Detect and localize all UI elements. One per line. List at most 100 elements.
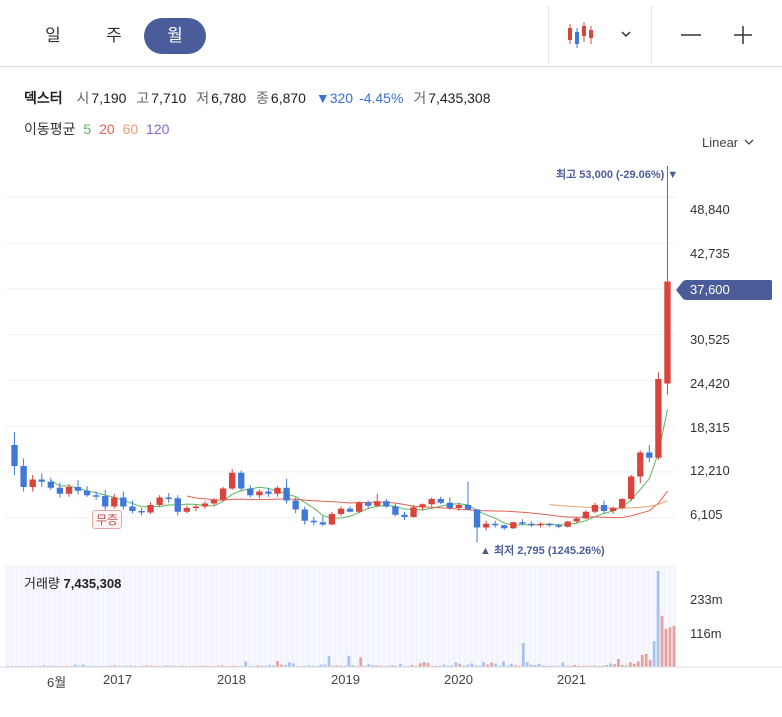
volume-bar: [196, 665, 200, 667]
tab-month[interactable]: 월: [144, 18, 206, 54]
low-key: 저: [196, 90, 210, 106]
volume-bar: [557, 665, 561, 667]
volume-bar: [498, 665, 501, 667]
candle-body: [491, 523, 499, 526]
volume-bar: [264, 665, 267, 667]
volume-bar: [601, 665, 604, 667]
volume-bar: [648, 659, 652, 667]
candle-body: [210, 499, 218, 504]
volume-bar: [525, 662, 529, 667]
volume-bar: [537, 663, 541, 667]
candlestick-chart-icon[interactable]: [566, 20, 600, 50]
max-price-note: 최고 53,000 (-29.06%) ▼: [556, 169, 679, 181]
volume-bar: [331, 665, 335, 667]
x-tick-label: 2017: [103, 672, 132, 687]
volume-bar: [121, 665, 125, 667]
volume-bar: [605, 665, 608, 667]
candle-body: [102, 496, 109, 507]
min-price-note: ▲ 최저 2,795 (1245.26%): [480, 545, 605, 557]
candle-body: [247, 488, 254, 496]
candle-body: [47, 481, 54, 488]
candle-body: [374, 501, 381, 506]
candle-body: [283, 487, 290, 501]
current-price: 37,600: [690, 282, 730, 297]
candle-body: [274, 487, 281, 494]
tab-week[interactable]: 주: [106, 26, 122, 45]
candle-body: [519, 522, 526, 524]
volume-bar: [573, 665, 577, 667]
volume-bar: [42, 665, 45, 667]
volume-bar: [422, 662, 426, 667]
volume-bar: [652, 641, 656, 667]
volume-bar: [502, 661, 505, 667]
volume-bar: [371, 665, 375, 667]
candle-body: [591, 505, 599, 512]
volume-bar: [624, 665, 628, 667]
volume-bar: [589, 665, 593, 667]
candle-body: [618, 499, 626, 508]
candle-body: [564, 521, 571, 527]
candle-body: [428, 499, 435, 505]
volume-bar: [644, 653, 648, 667]
x-tick-label: 2020: [444, 672, 473, 687]
volume-bar: [216, 665, 220, 667]
volume-bar: [609, 663, 612, 667]
volume-bar: [593, 665, 597, 667]
volume-bar: [466, 664, 470, 667]
current-price-tag: 37,600: [676, 280, 772, 300]
volume-key: 거: [413, 90, 427, 106]
open-key: 시: [76, 90, 90, 106]
volume-bar: [569, 665, 573, 667]
volume-bar: [220, 665, 224, 667]
ma60-line: [549, 500, 668, 509]
zoom-out-icon[interactable]: [676, 20, 706, 50]
candle-body: [383, 501, 390, 507]
volume-bar: [276, 661, 279, 667]
volume-bar: [73, 664, 77, 667]
candle-body: [192, 506, 200, 508]
stock-summary: 덱스터 시 7,190 고 7,710 저 6,780 종 6,870 ▼320 -4.4…: [24, 88, 497, 108]
volume-bar: [343, 665, 347, 667]
volume-bar: [327, 656, 331, 667]
tab-day[interactable]: 일: [45, 26, 61, 45]
volume-bar: [319, 664, 323, 667]
volume-bar: [149, 665, 152, 667]
volume-bar: [474, 665, 478, 667]
candle-body: [11, 445, 18, 466]
candle-body: [646, 452, 653, 458]
candle-body: [501, 525, 508, 529]
volume-bar: [81, 664, 85, 667]
close-key: 종: [256, 90, 269, 106]
candle-body: [546, 523, 553, 526]
volume-bar: [141, 665, 145, 667]
volume-bar: [50, 665, 53, 667]
chevron-down-icon: [744, 139, 754, 145]
volume-bar: [664, 629, 668, 667]
volume-bar: [521, 643, 525, 667]
volume-bar: [125, 665, 129, 667]
volume-bar: [323, 664, 327, 667]
candle-body: [346, 508, 354, 512]
ma60-label: 60: [122, 121, 139, 137]
scale-label: Linear: [702, 135, 739, 150]
zoom-in-icon[interactable]: [728, 20, 758, 50]
volume-bar: [529, 664, 533, 667]
volume-bar: [418, 663, 422, 667]
volume-bar: [169, 665, 172, 667]
chart-toolbar: 일 주 월: [0, 0, 782, 67]
scale-selector[interactable]: Linear: [702, 135, 756, 150]
volume-title: 거래량: [24, 576, 60, 591]
candle-body: [510, 522, 517, 529]
volume-bar: [284, 665, 287, 667]
candle-body: [609, 508, 617, 511]
chevron-down-icon[interactable]: [614, 20, 638, 50]
bonus-issue-badge[interactable]: 무증: [92, 510, 123, 529]
volume-bar: [454, 662, 458, 667]
candle-body: [219, 488, 227, 500]
volume-tick-label: 233m: [690, 592, 723, 607]
volume-bar: [458, 663, 462, 667]
candle-body: [355, 502, 363, 512]
ma120-label: 120: [146, 121, 170, 137]
volume-bar: [450, 665, 454, 667]
